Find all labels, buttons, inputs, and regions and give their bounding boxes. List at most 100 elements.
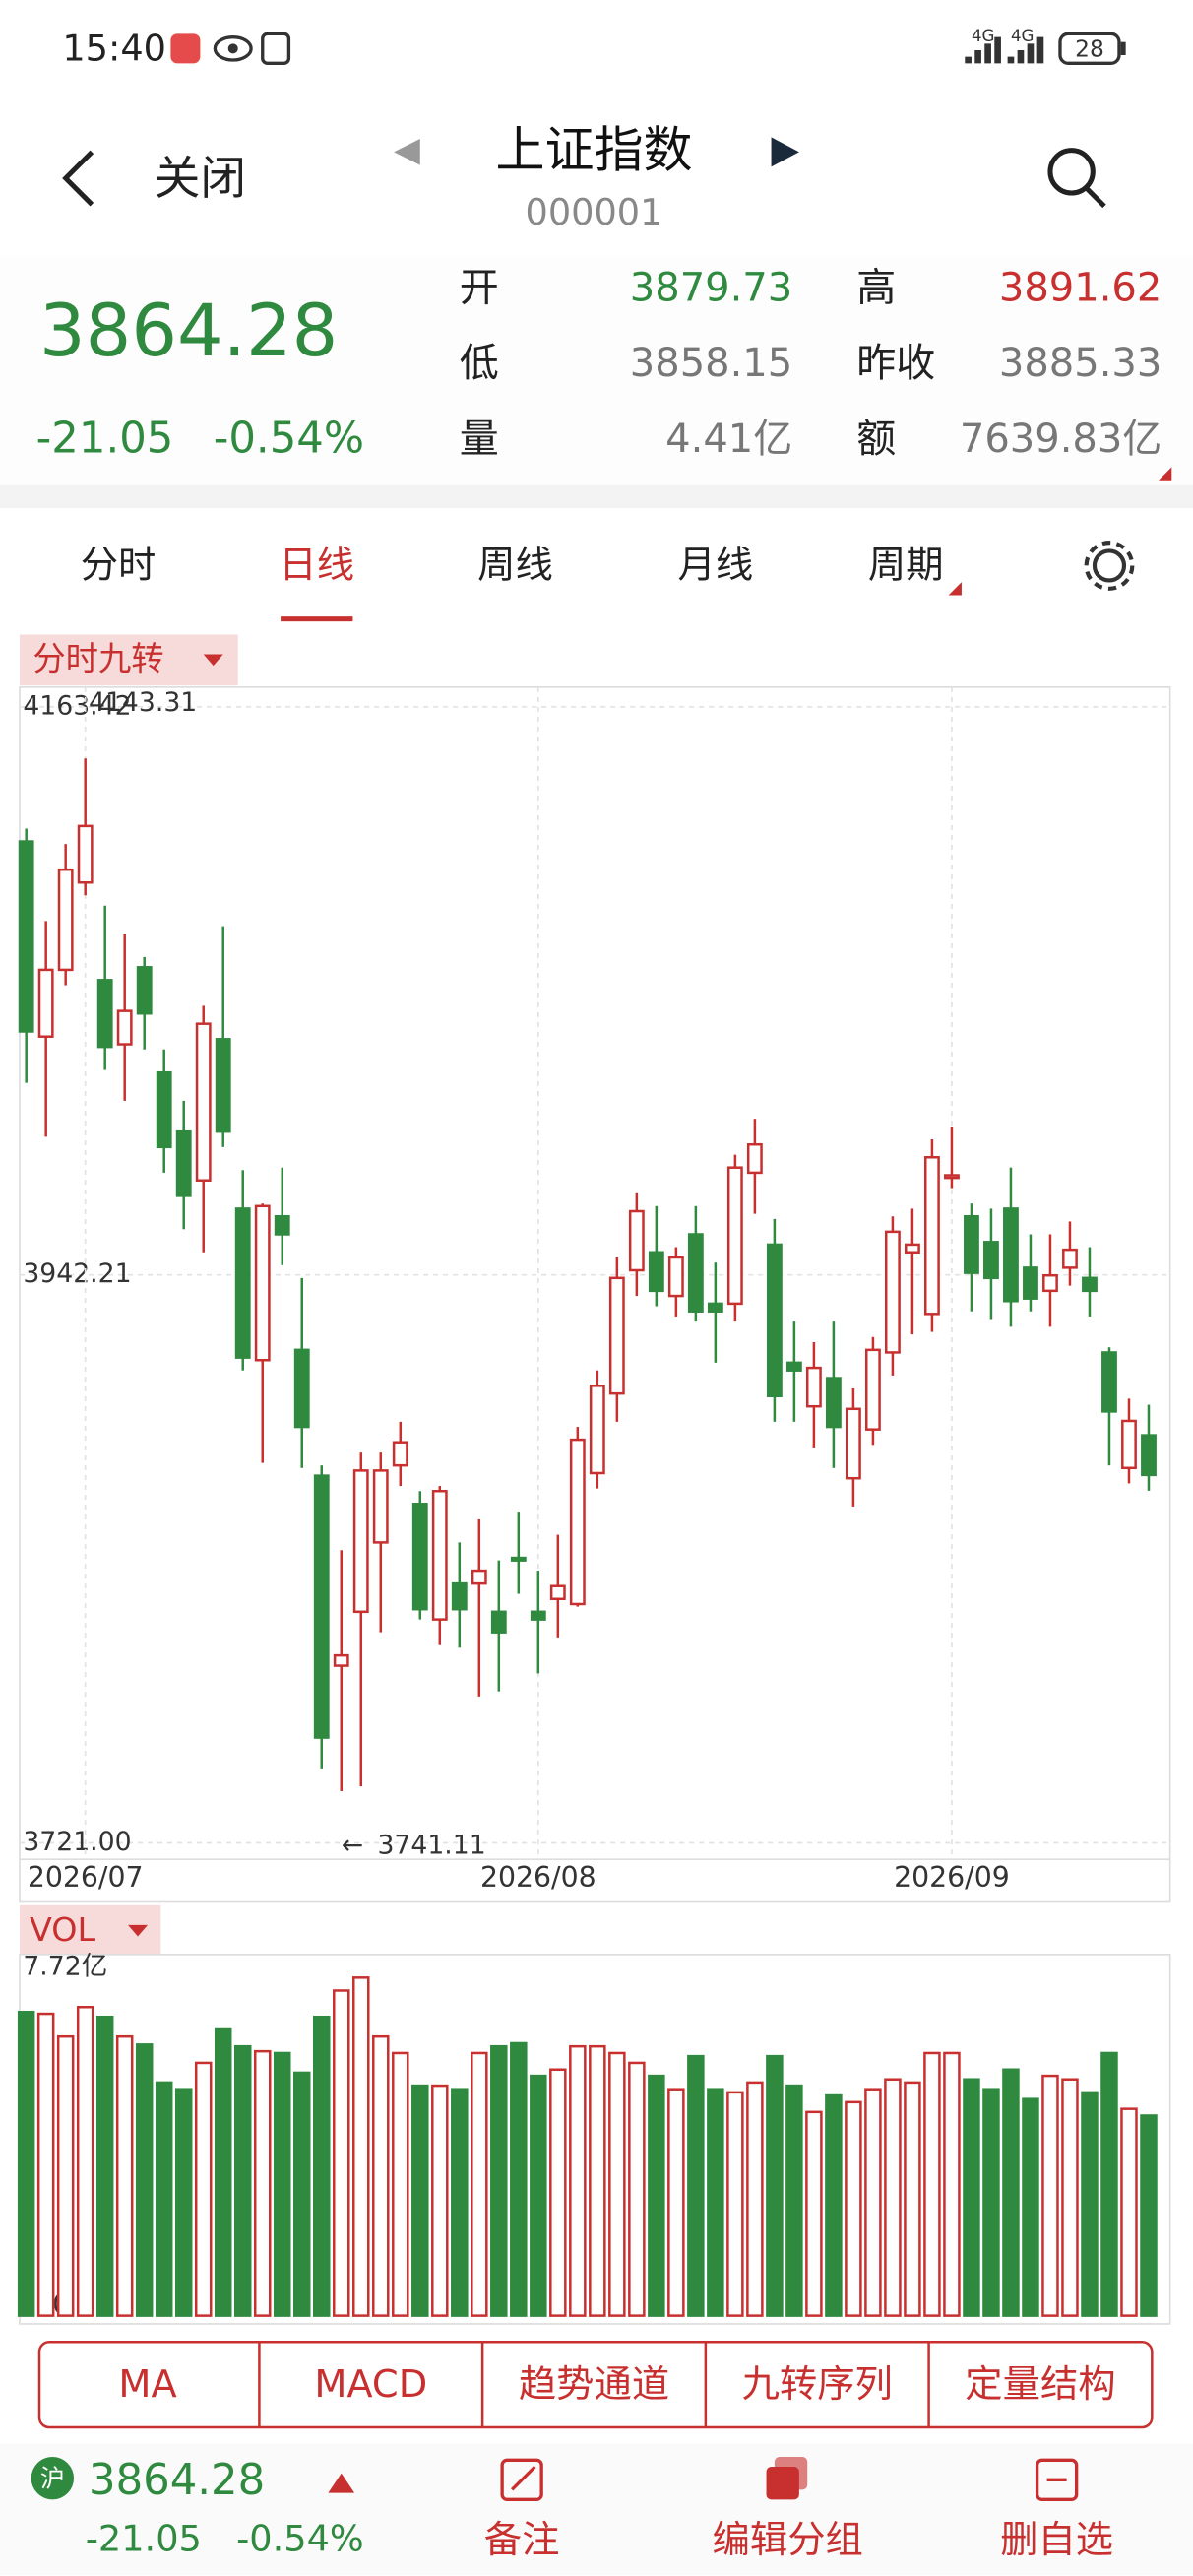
volume-bar (333, 1989, 350, 2317)
volume-bar (707, 2088, 724, 2317)
candle-body (766, 1243, 783, 1398)
candle-body (924, 1156, 940, 1316)
volume-bar (884, 2078, 902, 2317)
volume-bar (292, 2071, 311, 2317)
battery-level: 28 (1075, 34, 1104, 62)
volume-bar (805, 2110, 823, 2317)
volume-bar (76, 2006, 94, 2317)
candle-body (549, 1584, 566, 1601)
button-divider (258, 2342, 930, 2427)
market-badge (31, 2456, 75, 2500)
indicator-button[interactable]: 定量结构 (965, 2362, 1115, 2407)
candle-body (392, 1441, 408, 1467)
indicator-label[interactable]: VOL (30, 1910, 95, 1949)
remove-icon[interactable] (1035, 2458, 1079, 2502)
settings-icon[interactable] (1092, 548, 1127, 583)
candle-body (215, 1038, 231, 1133)
action-label[interactable]: 删自选 (1000, 2518, 1113, 2562)
volume-bar (95, 2015, 114, 2317)
candle-body (156, 1070, 172, 1149)
dropdown-arrow[interactable] (128, 1924, 149, 1937)
note-icon[interactable] (500, 2458, 543, 2502)
candle-body (37, 968, 54, 1038)
tab[interactable]: 日线 (279, 544, 354, 588)
group-icon[interactable] (766, 2466, 799, 2500)
next-arrow[interactable] (771, 137, 799, 167)
volume-bar (845, 2100, 862, 2317)
volume-bar (1002, 2068, 1020, 2317)
candle-body (195, 1022, 212, 1182)
field-label: 量 (460, 417, 499, 462)
volume-bar (431, 2084, 449, 2317)
volume-bar (904, 2081, 921, 2317)
indicator-button[interactable]: 九转序列 (742, 2362, 893, 2407)
expand-arrow[interactable] (328, 2473, 355, 2493)
candle-body (1023, 1266, 1038, 1300)
tab[interactable]: 月线 (678, 544, 754, 588)
period-mark (948, 582, 962, 596)
volume-bar (569, 2044, 587, 2317)
min-arrow: ← (342, 1830, 363, 1860)
indicator-bar (37, 2341, 1154, 2429)
candle-body (964, 1214, 979, 1274)
candle-body (905, 1243, 920, 1254)
search-icon[interactable] (1047, 148, 1096, 196)
volume-bar (1140, 2114, 1158, 2317)
close-button[interactable]: 关闭 (155, 153, 246, 206)
bottom-price: 3864.28 (89, 2456, 265, 2505)
volume-bar (253, 2049, 272, 2317)
field-value: 4.41亿 (665, 417, 792, 462)
field-value: 3858.15 (630, 341, 792, 386)
prev-arrow[interactable] (394, 139, 420, 165)
volume-bar (411, 2084, 429, 2317)
volume-bar (1041, 2074, 1059, 2317)
candle-body (490, 1610, 507, 1634)
indicator-tag[interactable] (20, 634, 238, 686)
candle-body (57, 868, 74, 972)
volume-bar (864, 2088, 882, 2317)
candle-body (707, 1302, 723, 1313)
candle-body (805, 1366, 822, 1408)
volume-bar (372, 2034, 390, 2317)
search-icon[interactable] (1084, 186, 1106, 209)
candle-body (825, 1377, 842, 1429)
candle-body (352, 1469, 369, 1614)
tab[interactable]: 周线 (477, 544, 553, 588)
indicator-button[interactable]: MACD (314, 2362, 427, 2407)
back-icon[interactable] (62, 150, 94, 207)
candle-body (254, 1204, 271, 1362)
indicator-label[interactable]: 分时九转 (32, 640, 163, 678)
volume-bar (273, 2051, 291, 2317)
field-value: 3879.73 (630, 265, 792, 310)
nav-title: 上证指数 (495, 122, 692, 179)
dropdown-arrow[interactable] (203, 654, 223, 667)
tab[interactable]: 分时 (81, 544, 157, 588)
signal-icon (1007, 36, 1044, 64)
bottom-bar (0, 2443, 1193, 2576)
indicator-button[interactable]: MA (118, 2362, 176, 2407)
x-tick-label: 2026/07 (28, 1861, 144, 1894)
field-label: 高 (856, 265, 896, 310)
candle-body (569, 1438, 586, 1606)
candle-body (313, 1474, 330, 1739)
candle-body (944, 1174, 960, 1180)
candle-body (411, 1503, 428, 1611)
tab[interactable]: 周期 (868, 544, 944, 588)
action-label[interactable]: 编辑分组 (713, 2518, 863, 2562)
volume-bar (963, 2078, 980, 2317)
volume-bar (194, 2061, 213, 2317)
volume-bar (174, 2088, 193, 2317)
indicator-button[interactable]: 趋势通道 (519, 2362, 669, 2407)
min-label: 3741.11 (377, 1830, 485, 1860)
settings-icon[interactable] (1084, 541, 1135, 591)
volume-bar (17, 2010, 35, 2317)
volume-bar (1061, 2078, 1079, 2317)
candle-body (589, 1385, 605, 1475)
candle-body (372, 1469, 389, 1544)
action-label[interactable]: 备注 (484, 2518, 560, 2562)
candle-body (116, 1009, 133, 1046)
note-icon[interactable] (510, 2465, 536, 2491)
x-tick-label: 2026/08 (480, 1861, 596, 1894)
candle-body (333, 1653, 349, 1667)
